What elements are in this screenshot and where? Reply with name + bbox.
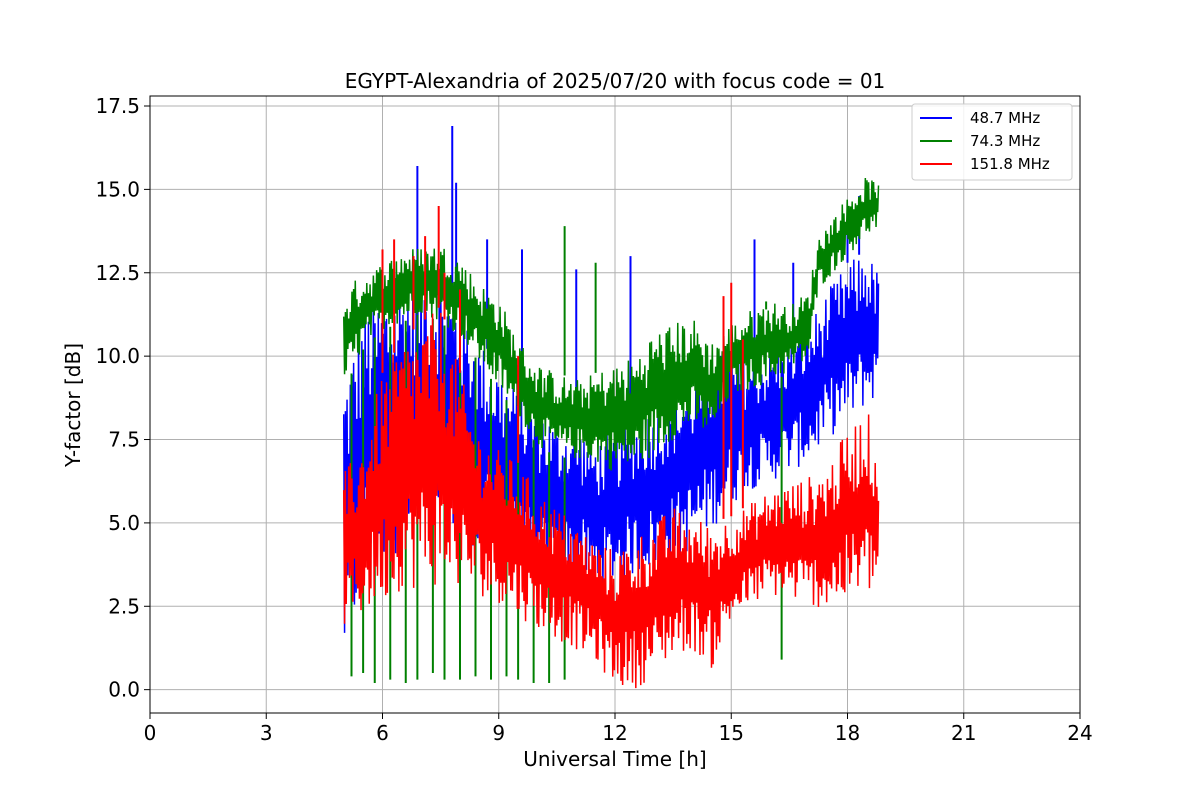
y-axis: 0.0 2.5 5.0 7.5 10.0 12.5 15.0 17.5 bbox=[95, 94, 150, 702]
y-axis-label: Y-factor [dB] bbox=[61, 343, 85, 468]
x-tick-label: 9 bbox=[492, 721, 505, 745]
legend-box bbox=[911, 103, 1073, 181]
y-tick-label: 15.0 bbox=[95, 177, 140, 201]
x-tick-label: 21 bbox=[951, 721, 976, 745]
x-tick-label: 0 bbox=[144, 721, 157, 745]
chart-title: EGYPT-Alexandria of 2025/07/20 with focu… bbox=[345, 69, 886, 93]
y-tick-label: 2.5 bbox=[108, 594, 140, 618]
x-tick-label: 18 bbox=[835, 721, 860, 745]
y-tick-label: 10.0 bbox=[95, 344, 140, 368]
x-axis: 0 3 6 9 12 15 18 21 24 bbox=[144, 713, 1093, 745]
legend-label: 48.7 MHz bbox=[970, 109, 1040, 127]
x-tick-label: 12 bbox=[602, 721, 627, 745]
y-tick-label: 7.5 bbox=[108, 428, 140, 452]
series-line bbox=[343, 178, 880, 471]
legend: 48.7 MHz 74.3 MHz 151.8 MHz bbox=[911, 103, 1073, 181]
series-line bbox=[343, 312, 880, 689]
y-tick-label: 5.0 bbox=[108, 511, 140, 535]
y-tick-label: 12.5 bbox=[95, 261, 140, 285]
x-tick-label: 24 bbox=[1067, 721, 1092, 745]
x-tick-label: 15 bbox=[719, 721, 744, 745]
series-3 bbox=[343, 206, 880, 689]
x-axis-label: Universal Time [h] bbox=[523, 747, 706, 771]
legend-label: 74.3 MHz bbox=[970, 132, 1040, 150]
series-layer bbox=[343, 126, 880, 689]
y-tick-label: 0.0 bbox=[108, 678, 140, 702]
x-tick-label: 6 bbox=[376, 721, 389, 745]
x-tick-label: 3 bbox=[260, 721, 273, 745]
legend-label: 151.8 MHz bbox=[970, 155, 1050, 173]
y-tick-label: 17.5 bbox=[95, 94, 140, 118]
